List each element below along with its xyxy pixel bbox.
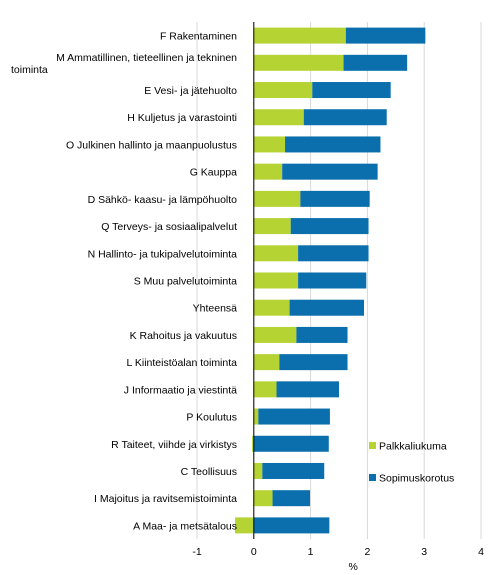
bar [253,299,290,316]
category-label: N Hallinto- ja tukipalvelutoiminta [88,248,238,260]
bar [253,326,297,343]
category-label: I Majoitus ja ravitsemistoiminta [94,493,237,505]
bar [253,163,283,180]
legend: Palkkaliukuma Sopimuskorotus [369,441,454,485]
category-label: F Rakentaminen [160,31,237,43]
bar [253,435,329,452]
legend-label: Palkkaliukuma [379,441,447,453]
category-label: R Taiteet, viihde ja virkistys [111,439,237,451]
category-labels: F Rakentaminen M Ammatillinen, tieteellin… [11,31,237,533]
category-label: Yhteensä [193,303,238,315]
bar [258,408,330,425]
legend-swatch [369,442,376,449]
legend-label: Sopimuskorotus [379,473,454,485]
x-tick-label: 4 [478,546,484,558]
category-label: L Kiinteistöalan toiminta [126,357,237,369]
bar [252,435,254,452]
bar [253,381,277,398]
bar [253,408,259,425]
bar [253,218,291,235]
x-tick-label: 3 [421,546,427,558]
bar [290,218,369,235]
category-label: J Informaatio ja viestintä [124,384,237,396]
category-label: O Julkinen hallinto ja maanpuolustus [66,139,237,151]
bar [253,82,313,99]
bar [253,54,344,71]
category-label: H Kuljetus ja varastointi [127,112,237,124]
x-tick-label: 1 [308,546,314,558]
bar [276,381,339,398]
x-axis-label: % [349,561,358,573]
x-axis: -1 0 1 2 3 4 [192,546,484,558]
bar [300,190,370,207]
x-tick-label: -1 [192,546,201,558]
bar [312,82,391,99]
bar [253,109,304,126]
bar [262,462,325,479]
bar [253,136,286,153]
x-tick-label: 2 [364,546,370,558]
category-label: K Rahoitus ja vakuutus [130,330,237,342]
bar [296,326,348,343]
bars [235,22,426,539]
legend-swatch [369,474,376,481]
category-label: D Sähkö- kaasu- ja lämpöhuolto [88,194,238,206]
bar [282,163,378,180]
bar [253,354,280,371]
bar [235,517,254,534]
bar [345,27,426,44]
x-tick-label: 0 [251,546,257,558]
bar [253,245,299,262]
category-label: M Ammatillinen, tieteellinen ja tekninen… [11,52,237,76]
category-label: P Koulutus [186,412,237,424]
category-label: Q Terveys- ja sosiaalipalvelut [101,221,237,233]
bar [279,354,348,371]
bar [298,272,367,289]
bar [253,462,263,479]
bar [343,54,408,71]
category-label: C Teollisuus [181,466,237,478]
category-label: E Vesi- ja jätehuolto [144,85,237,97]
category-label: G Kauppa [190,167,237,179]
bar [253,517,330,534]
category-label: S Muu palvelutoiminta [134,276,237,288]
bar [303,109,387,126]
bar [253,190,301,207]
bar [253,272,299,289]
category-label: A Maa- ja metsätalous [133,520,237,532]
bar [289,299,364,316]
bar [272,490,311,507]
bar [298,245,369,262]
bar [253,490,273,507]
bar [285,136,381,153]
bar [253,27,346,44]
